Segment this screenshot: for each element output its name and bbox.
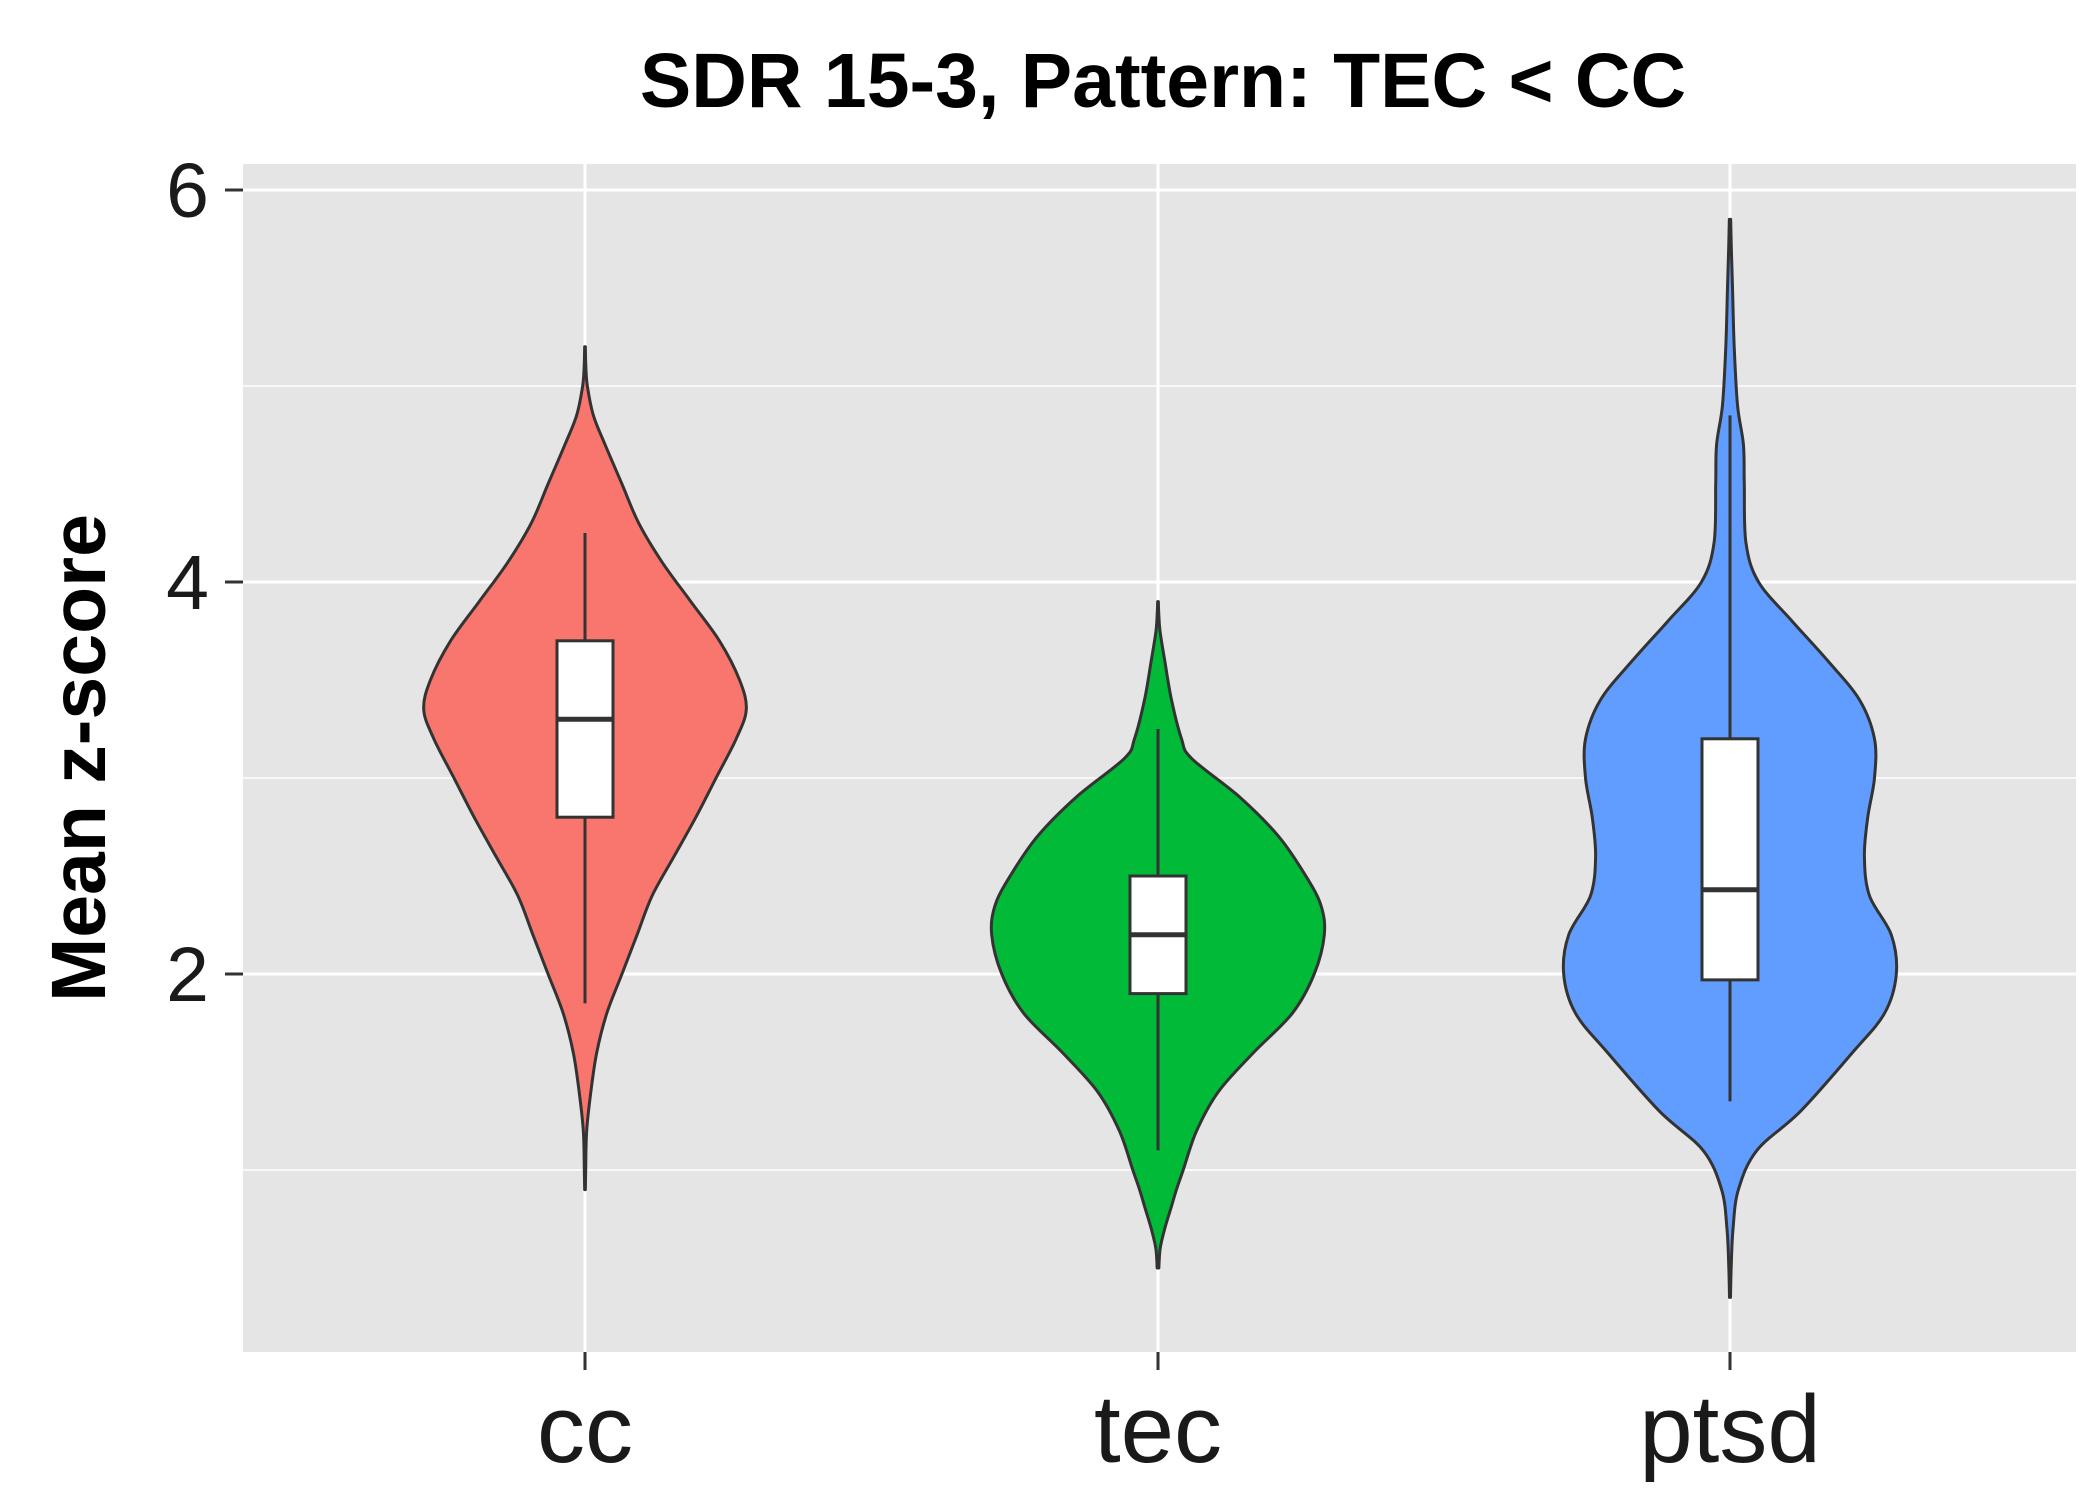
y-tick-label: 6 bbox=[166, 148, 209, 234]
x-tick-label-ptsd: ptsd bbox=[1639, 1376, 1820, 1483]
x-tick-label-tec: tec bbox=[1094, 1376, 1222, 1483]
boxplots bbox=[555, 415, 1760, 1151]
box-cc bbox=[555, 639, 615, 819]
box-ptsd bbox=[1700, 737, 1760, 982]
chart-title: SDR 15-3, Pattern: TEC < CC bbox=[640, 38, 1686, 124]
y-tick-label: 4 bbox=[166, 540, 209, 626]
y-axis-title: Mean z-score bbox=[36, 514, 122, 1002]
y-tick-label: 2 bbox=[166, 932, 209, 1018]
x-tick-label-cc: cc bbox=[537, 1376, 633, 1483]
axes: 2 4 6 cc tec ptsd bbox=[166, 148, 1821, 1483]
